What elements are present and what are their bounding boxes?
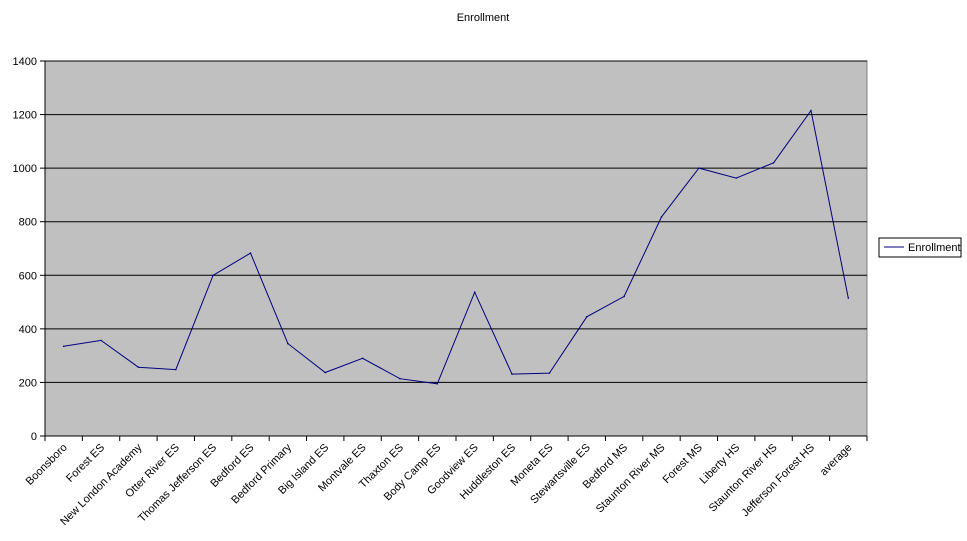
data-point xyxy=(100,339,102,342)
legend-box xyxy=(878,237,962,258)
data-point xyxy=(436,382,439,385)
data-point xyxy=(249,252,252,254)
y-tick-label: 1200 xyxy=(13,110,37,122)
data-point xyxy=(847,297,850,299)
data-point xyxy=(287,342,289,345)
chart-title: Enrollment xyxy=(457,12,510,24)
y-tick-label: 1400 xyxy=(13,56,37,68)
y-tick-label: 400 xyxy=(19,324,37,336)
x-tick-label: Boonsboro xyxy=(24,442,70,488)
data-point xyxy=(735,177,738,179)
data-point xyxy=(772,161,775,164)
x-tick-label: Staunton River HS xyxy=(707,442,780,515)
data-point xyxy=(585,316,588,318)
y-tick-label: 600 xyxy=(19,270,37,282)
x-tick-label: Jefferson Forest HS xyxy=(740,442,818,520)
data-point xyxy=(137,366,140,368)
axes xyxy=(40,60,868,441)
legend-label: Enrollment xyxy=(908,242,961,254)
y-tick-label: 0 xyxy=(31,431,37,443)
data-point xyxy=(511,373,513,375)
data-point xyxy=(548,372,551,374)
x-tick-label: Staunton River MS xyxy=(594,442,668,516)
y-tick-label: 800 xyxy=(19,217,37,229)
data-point xyxy=(810,109,812,112)
x-tick-label: average xyxy=(818,442,855,479)
series-layer xyxy=(62,109,850,385)
data-point xyxy=(361,357,364,360)
y-tick-label: 200 xyxy=(19,377,37,389)
data-point xyxy=(473,291,476,293)
y-tick-label: 1000 xyxy=(13,163,37,175)
series-line-enrollment xyxy=(63,109,849,385)
data-point xyxy=(324,371,327,374)
data-point xyxy=(623,295,625,298)
data-point xyxy=(174,368,177,371)
gridlines xyxy=(45,60,867,383)
data-point xyxy=(698,167,700,169)
data-point xyxy=(399,377,401,380)
data-point xyxy=(660,216,663,218)
data-point xyxy=(212,274,214,277)
data-point xyxy=(62,345,65,348)
plot-area xyxy=(44,60,868,437)
legend: Enrollment xyxy=(878,237,962,258)
y-tick-labels: 0 200 400 600 800 1000 1200 1400 xyxy=(13,56,37,443)
